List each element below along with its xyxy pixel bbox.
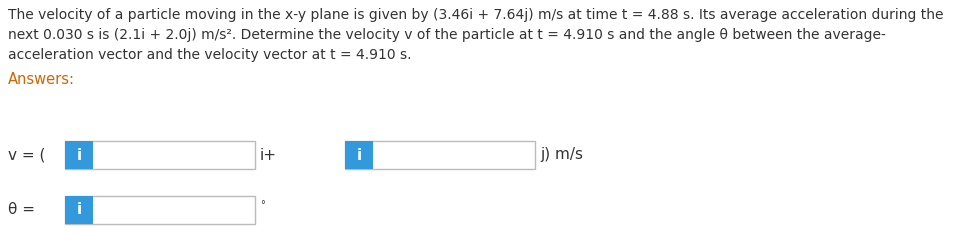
Text: i: i — [77, 203, 82, 217]
Bar — [65, 196, 93, 224]
Text: Answers:: Answers: — [8, 72, 75, 87]
Bar — [65, 141, 255, 169]
Text: i: i — [77, 148, 82, 163]
Bar — [65, 196, 255, 224]
Text: acceleration vector and the velocity vector at t = 4.910 s.: acceleration vector and the velocity vec… — [8, 48, 411, 62]
Bar — [345, 141, 535, 169]
Text: v = (: v = ( — [8, 148, 45, 163]
Text: i+: i+ — [260, 148, 277, 163]
Text: θ =: θ = — [8, 203, 35, 217]
Bar — [345, 141, 373, 169]
Bar — [65, 141, 93, 169]
Text: next 0.030 s is (2.1i + 2.0j) m/s². Determine the velocity v of the particle at : next 0.030 s is (2.1i + 2.0j) m/s². Dete… — [8, 28, 886, 42]
Text: i: i — [357, 148, 361, 163]
Text: j) m/s: j) m/s — [540, 148, 583, 163]
Text: The velocity of a particle moving in the x-y plane is given by (3.46i + 7.64j) m: The velocity of a particle moving in the… — [8, 8, 944, 22]
Text: °: ° — [260, 200, 264, 210]
